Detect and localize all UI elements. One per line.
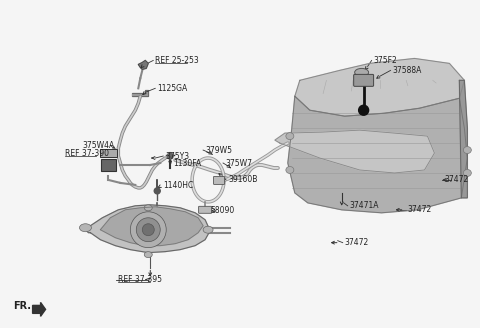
Text: FR.: FR.	[12, 301, 31, 311]
Polygon shape	[138, 60, 148, 70]
Polygon shape	[275, 130, 434, 173]
Polygon shape	[33, 302, 46, 316]
Circle shape	[359, 105, 369, 115]
Circle shape	[154, 188, 160, 194]
Polygon shape	[100, 207, 203, 246]
Text: REF 37-395: REF 37-395	[119, 275, 162, 284]
Text: 37472: 37472	[345, 238, 369, 247]
Ellipse shape	[144, 205, 152, 211]
Text: REF 37-390: REF 37-390	[64, 149, 108, 157]
Text: 375W7: 375W7	[225, 158, 252, 168]
Text: 58090: 58090	[210, 206, 234, 215]
Text: 1140HC: 1140HC	[163, 181, 193, 191]
Ellipse shape	[286, 133, 294, 140]
Circle shape	[136, 218, 160, 242]
Polygon shape	[295, 58, 464, 116]
Polygon shape	[459, 80, 468, 198]
Text: 375W4A: 375W4A	[83, 141, 115, 150]
FancyBboxPatch shape	[214, 176, 225, 184]
Circle shape	[130, 212, 166, 248]
Text: 37588A: 37588A	[393, 66, 422, 75]
Ellipse shape	[286, 167, 294, 174]
Text: 37472: 37472	[444, 175, 468, 184]
Text: 37471A: 37471A	[350, 201, 379, 210]
Text: 1125GA: 1125GA	[157, 84, 188, 93]
Polygon shape	[288, 96, 468, 213]
Text: 379W5: 379W5	[205, 146, 232, 154]
Ellipse shape	[144, 252, 152, 257]
FancyBboxPatch shape	[354, 74, 373, 86]
Text: 375Y3: 375Y3	[165, 152, 189, 160]
FancyBboxPatch shape	[101, 158, 116, 172]
Polygon shape	[85, 205, 210, 253]
Ellipse shape	[203, 226, 213, 233]
Text: REF 25-253: REF 25-253	[155, 56, 199, 65]
Ellipse shape	[463, 147, 471, 154]
Text: 39160B: 39160B	[228, 175, 257, 184]
Polygon shape	[132, 90, 148, 96]
Text: 37472: 37472	[408, 205, 432, 214]
Circle shape	[142, 224, 154, 236]
Ellipse shape	[355, 69, 369, 76]
Circle shape	[167, 153, 173, 159]
Text: 1130FA: 1130FA	[173, 158, 201, 168]
Ellipse shape	[80, 224, 91, 232]
FancyBboxPatch shape	[199, 206, 212, 213]
FancyBboxPatch shape	[100, 149, 117, 157]
Text: 375F2: 375F2	[373, 56, 397, 65]
Ellipse shape	[463, 170, 471, 176]
